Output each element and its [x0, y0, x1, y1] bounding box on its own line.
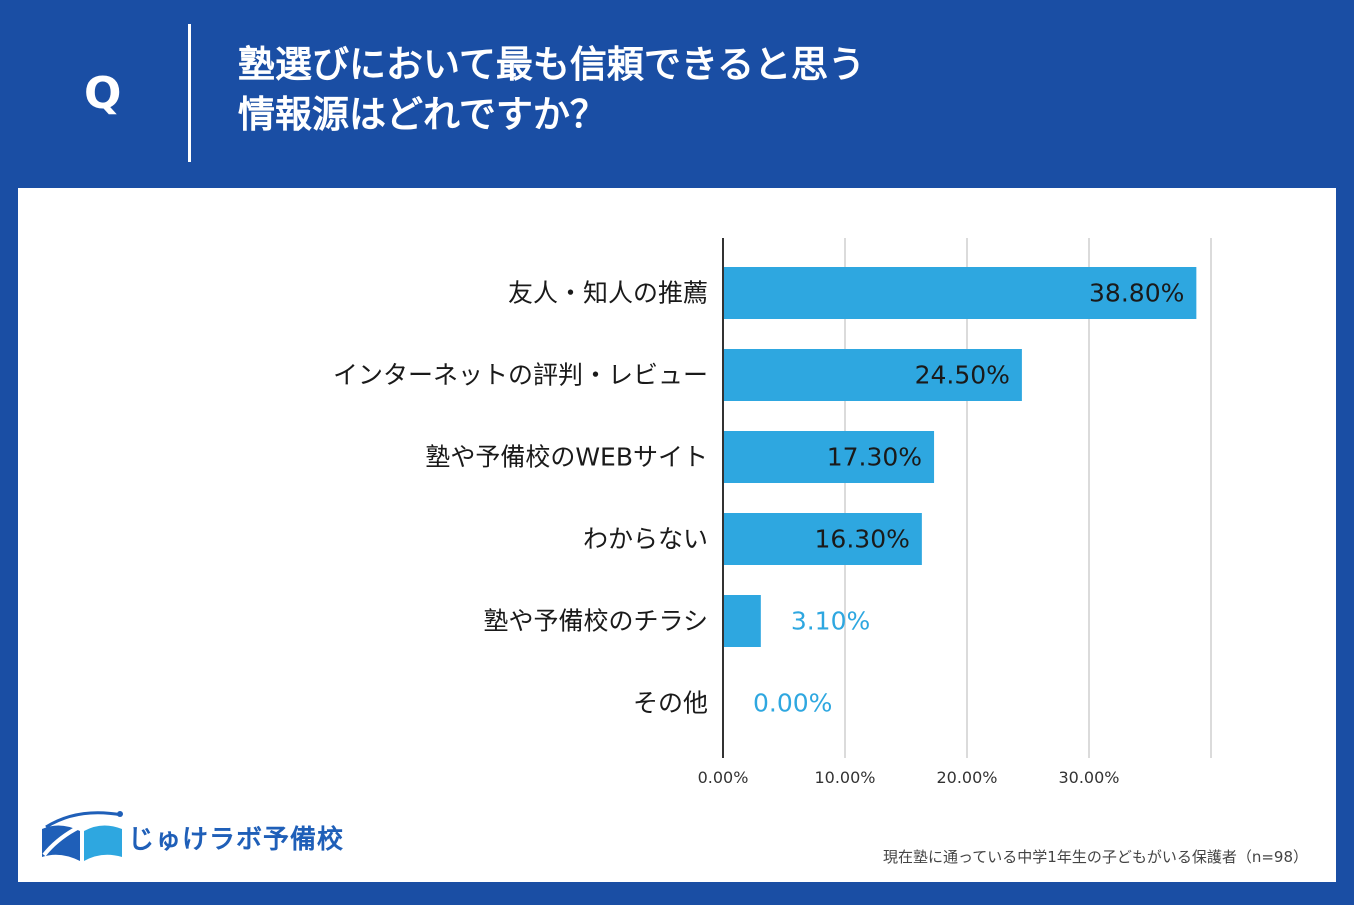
- category-label: わからない: [583, 525, 708, 554]
- x-tick-label: 30.00%: [1058, 768, 1119, 787]
- question-marker: Q: [84, 68, 122, 119]
- brand-name: じゅけラボ予備校: [128, 825, 345, 855]
- brand-logo: じゅけラボ予備校: [38, 805, 358, 867]
- survey-footnote: 現在塾に通っている中学1年生の子どもがいる保護者（n=98）: [883, 848, 1308, 866]
- bar: [723, 267, 1197, 319]
- question-title: 塾選びにおいて最も信頼できると思う 情報源はどれですか？: [238, 40, 1318, 140]
- data-label: 16.30%: [815, 525, 910, 554]
- question-header: Q 塾選びにおいて最も信頼できると思う 情報源はどれですか？: [0, 0, 1354, 188]
- bar: [723, 349, 1022, 401]
- data-label: 24.50%: [915, 361, 1010, 390]
- category-label: その他: [633, 689, 708, 718]
- x-tick-label: 0.00%: [698, 768, 749, 787]
- bar-chart: 0.00% 10.00% 20.00% 30.00% 友人・知人の推薦 38.80% インタ…: [333, 238, 1212, 787]
- data-label: 3.10%: [791, 607, 870, 636]
- data-label: 38.80%: [1089, 279, 1184, 308]
- category-label: 友人・知人の推薦: [508, 279, 708, 308]
- x-tick-label: 20.00%: [936, 768, 997, 787]
- x-tick-label: 10.00%: [814, 768, 875, 787]
- category-label: 塾や予備校のチラシ: [483, 607, 708, 636]
- category-label: 塾や予備校のWEBサイト: [425, 443, 708, 472]
- chart-panel: 0.00% 10.00% 20.00% 30.00% 友人・知人の推薦 38.80% インタ…: [18, 188, 1336, 882]
- category-label: インターネットの評判・レビュー: [333, 361, 708, 390]
- question-title-line-2: 情報源はどれですか？: [238, 93, 607, 136]
- open-book-icon: [42, 811, 123, 861]
- data-label: 17.30%: [827, 443, 922, 472]
- data-label: 0.00%: [753, 689, 832, 718]
- bar: [723, 431, 935, 483]
- header-divider: [188, 24, 191, 162]
- bar: [723, 513, 922, 565]
- question-title-line-1: 塾選びにおいて最も信頼できると思う: [238, 43, 866, 86]
- bar: [723, 595, 761, 647]
